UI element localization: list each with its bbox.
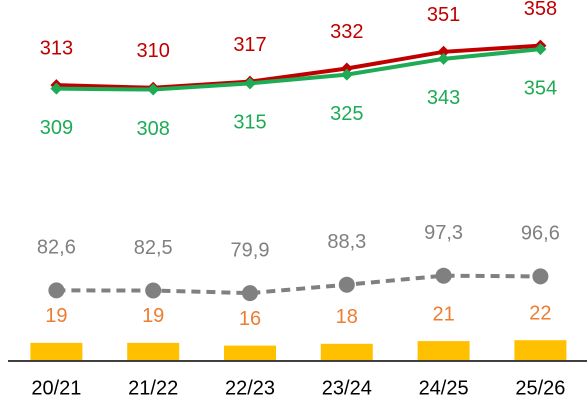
bar: [320, 343, 373, 360]
data-label: 309: [40, 117, 73, 139]
data-label: 332: [330, 21, 363, 43]
data-label: 351: [427, 4, 460, 26]
marker: [534, 43, 547, 56]
data-label: 317: [233, 34, 266, 56]
x-tick-label: 24/25: [419, 377, 469, 399]
x-tick-label: 21/22: [128, 377, 178, 399]
data-label: 82,5: [134, 237, 173, 259]
marker: [435, 267, 452, 284]
x-tick-label: 23/24: [322, 377, 372, 399]
bar: [30, 342, 83, 360]
bar: [127, 342, 180, 360]
marker: [145, 282, 162, 299]
data-label: 19: [45, 305, 67, 327]
marker: [437, 52, 450, 65]
data-label: 16: [239, 308, 261, 330]
data-label: 19: [142, 305, 164, 327]
data-label: 308: [137, 118, 170, 140]
data-label: 96,6: [521, 223, 560, 245]
data-label: 82,6: [37, 237, 76, 259]
data-label: 325: [330, 103, 363, 125]
line: [56, 273, 541, 296]
data-label: 97,3: [424, 222, 463, 244]
bar: [514, 340, 567, 360]
data-label: 313: [40, 37, 73, 59]
bar: [417, 341, 470, 360]
data-label: 79,9: [231, 239, 270, 261]
x-tick-label: 20/21: [31, 377, 81, 399]
line: [56, 43, 541, 90]
data-label: 343: [427, 87, 460, 109]
marker: [338, 276, 355, 293]
data-label: 310: [137, 40, 170, 62]
bar: [224, 345, 276, 360]
data-label: 88,3: [327, 231, 366, 253]
marker: [242, 285, 258, 302]
marker: [340, 62, 353, 75]
data-label: 358: [524, 0, 557, 20]
line: [56, 47, 541, 92]
marker: [147, 83, 160, 96]
x-tick-label: 25/26: [515, 377, 565, 399]
data-label: 315: [233, 112, 266, 134]
data-label: 354: [524, 77, 557, 99]
marker: [340, 68, 353, 81]
marker: [48, 282, 65, 299]
data-label: 22: [529, 302, 551, 324]
x-tick-label: 22/23: [225, 377, 275, 399]
marker: [50, 82, 63, 95]
marker: [532, 268, 549, 285]
data-label: 21: [432, 303, 454, 325]
data-label: 18: [336, 306, 358, 328]
marker: [244, 77, 256, 90]
marker: [437, 45, 450, 58]
